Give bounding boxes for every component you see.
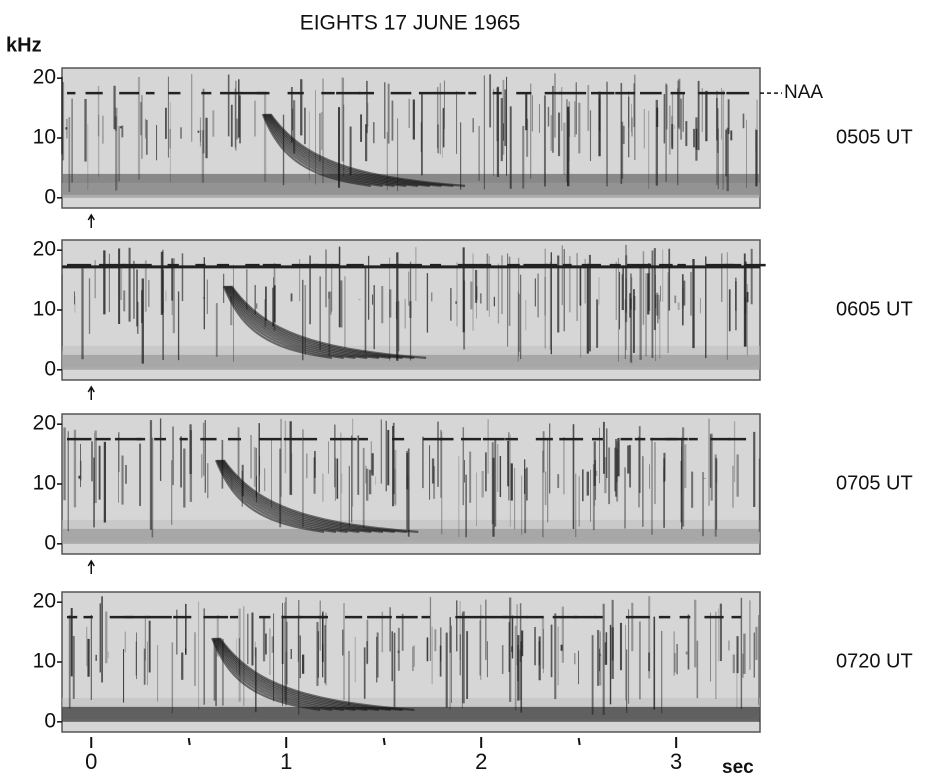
spectrogram-panel bbox=[61, 413, 761, 555]
whistler bbox=[226, 285, 380, 359]
whistler bbox=[218, 459, 372, 533]
x-tick-label: 0 bbox=[85, 749, 97, 774]
whistler bbox=[219, 637, 415, 711]
whistler bbox=[224, 285, 356, 359]
whistler bbox=[216, 459, 348, 533]
whistler bbox=[223, 285, 344, 359]
y-tick-label: 20 bbox=[33, 412, 56, 435]
whistler bbox=[215, 459, 337, 533]
whistler bbox=[215, 637, 368, 711]
panel-label: 0605 UT bbox=[836, 298, 913, 320]
whistler bbox=[216, 637, 380, 711]
y-tick-label: 0 bbox=[44, 357, 56, 380]
y-tick-label: 10 bbox=[33, 126, 56, 149]
noise-band bbox=[62, 706, 760, 722]
whistler bbox=[266, 113, 430, 187]
whistler bbox=[267, 113, 442, 187]
whistler bbox=[218, 459, 360, 533]
y-tick-label: 10 bbox=[33, 298, 56, 321]
noise-band bbox=[62, 182, 760, 198]
whistler bbox=[262, 113, 383, 187]
whistler bbox=[263, 113, 395, 187]
spectrogram-panel bbox=[61, 591, 761, 733]
whistler bbox=[265, 113, 419, 187]
whistler bbox=[264, 113, 407, 187]
x-minor-tick bbox=[382, 737, 386, 746]
noise-band bbox=[62, 528, 760, 544]
y-tick-label: 20 bbox=[33, 590, 56, 613]
whistler bbox=[212, 637, 333, 711]
whistler bbox=[222, 285, 333, 359]
y-tick-label: 10 bbox=[33, 650, 56, 673]
panel-label: 0705 UT bbox=[836, 472, 913, 494]
x-minor-tick bbox=[187, 737, 191, 746]
whistler bbox=[269, 113, 466, 187]
y-tick-label: 20 bbox=[33, 66, 56, 89]
noise-band bbox=[62, 354, 760, 370]
y-tick-label: 0 bbox=[44, 185, 56, 208]
whistler bbox=[222, 459, 419, 533]
y-tick-label: 10 bbox=[33, 472, 56, 495]
annotation: NAA bbox=[784, 82, 823, 103]
whistler bbox=[228, 285, 403, 359]
x-unit: sec bbox=[722, 757, 754, 774]
whistler bbox=[217, 637, 392, 711]
x-minor-tick bbox=[577, 737, 581, 746]
y-tick-label: 0 bbox=[44, 531, 56, 554]
y-tick-label: 20 bbox=[33, 238, 56, 261]
whistler bbox=[214, 637, 356, 711]
whistler bbox=[214, 459, 325, 533]
spectrogram-panel bbox=[61, 239, 766, 381]
onset-arrow bbox=[87, 213, 95, 228]
whistler bbox=[230, 285, 427, 359]
x-tick-label: 3 bbox=[670, 749, 682, 774]
figure-title: EIGHTS 17 JUNE 1965 bbox=[300, 12, 521, 35]
x-tick-label: 1 bbox=[280, 749, 292, 774]
whistler bbox=[220, 459, 395, 533]
x-tick-label: 2 bbox=[475, 749, 487, 774]
panel-label: 0505 UT bbox=[836, 126, 913, 148]
whistler bbox=[211, 637, 321, 711]
onset-arrow bbox=[87, 559, 95, 574]
whistler bbox=[261, 113, 372, 187]
whistler bbox=[225, 285, 368, 359]
whistler bbox=[213, 637, 344, 711]
whistler bbox=[227, 285, 391, 359]
y-unit: kHz bbox=[6, 34, 42, 56]
y-tick-label: 0 bbox=[44, 709, 56, 732]
whistler bbox=[219, 459, 384, 533]
onset-arrow bbox=[87, 385, 95, 400]
panel-label: 0720 UT bbox=[836, 650, 913, 672]
spectrogram-panel bbox=[61, 67, 761, 209]
